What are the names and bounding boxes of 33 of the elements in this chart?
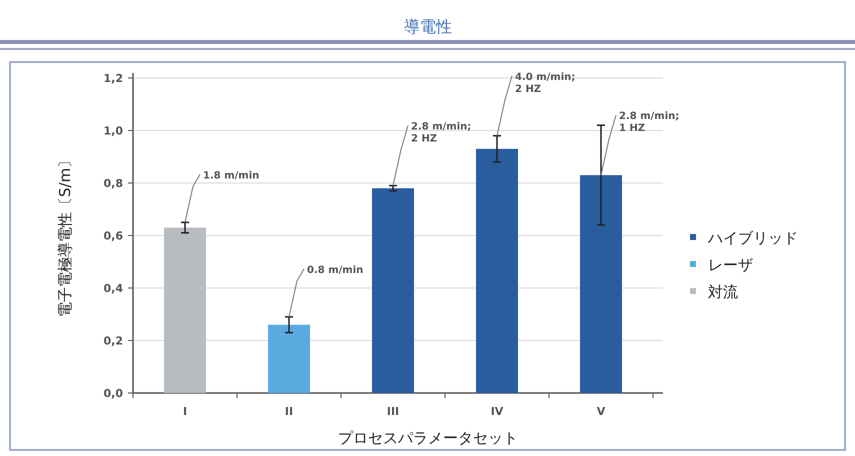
y-tick-label: 0,8 (104, 177, 123, 190)
x-tick-label: II (284, 405, 294, 418)
y-tick-label: 0,6 (104, 230, 124, 242)
annotation: 2.8 m/min; 1 HZ (600, 111, 680, 176)
bar (164, 228, 206, 393)
y-tick-label: 0,4 (104, 282, 124, 295)
x-tick-label: I (182, 405, 188, 418)
annotation: 2.8 m/min; 2 HZ (411, 122, 472, 145)
bar (372, 188, 414, 393)
annotation: 4.0 m/min; 2 HZ (515, 72, 576, 95)
y-tick-label: 1,2 (104, 72, 123, 85)
legend-label: ハイブリッド (707, 229, 798, 247)
y-axis-title: 電子電極導電性〔S/m〕 (56, 152, 74, 318)
annotation: 2.8 m/min; 2 HZ (392, 122, 472, 186)
x-axis-title: プロセスパラメータセット (338, 429, 518, 447)
annotation: 1.8 m/min (184, 170, 260, 223)
y-tick-label: 0,2 (104, 334, 123, 348)
annotation: 1.8 m/min (203, 170, 260, 182)
legend-label: 対流 (708, 283, 738, 301)
x-tick-label: IV (490, 405, 504, 418)
annotation: 4.0 m/min; 2 HZ (496, 72, 576, 136)
annotation: 0.8 m/min (288, 264, 364, 318)
annotation: 2.8 m/min; 1 HZ (619, 111, 680, 134)
y-tick-label: 0,0 (104, 387, 124, 400)
bar (580, 175, 622, 393)
bar (268, 324, 310, 393)
chart-title: 導電性 (404, 17, 452, 36)
legend-label: レーザ (708, 256, 753, 274)
bar (476, 148, 518, 393)
annotation: 0.8 m/min (307, 264, 364, 276)
x-tick-label: V (596, 405, 606, 418)
x-tick-label: III (386, 405, 400, 418)
y-tick-label: 1,0 (104, 124, 124, 138)
